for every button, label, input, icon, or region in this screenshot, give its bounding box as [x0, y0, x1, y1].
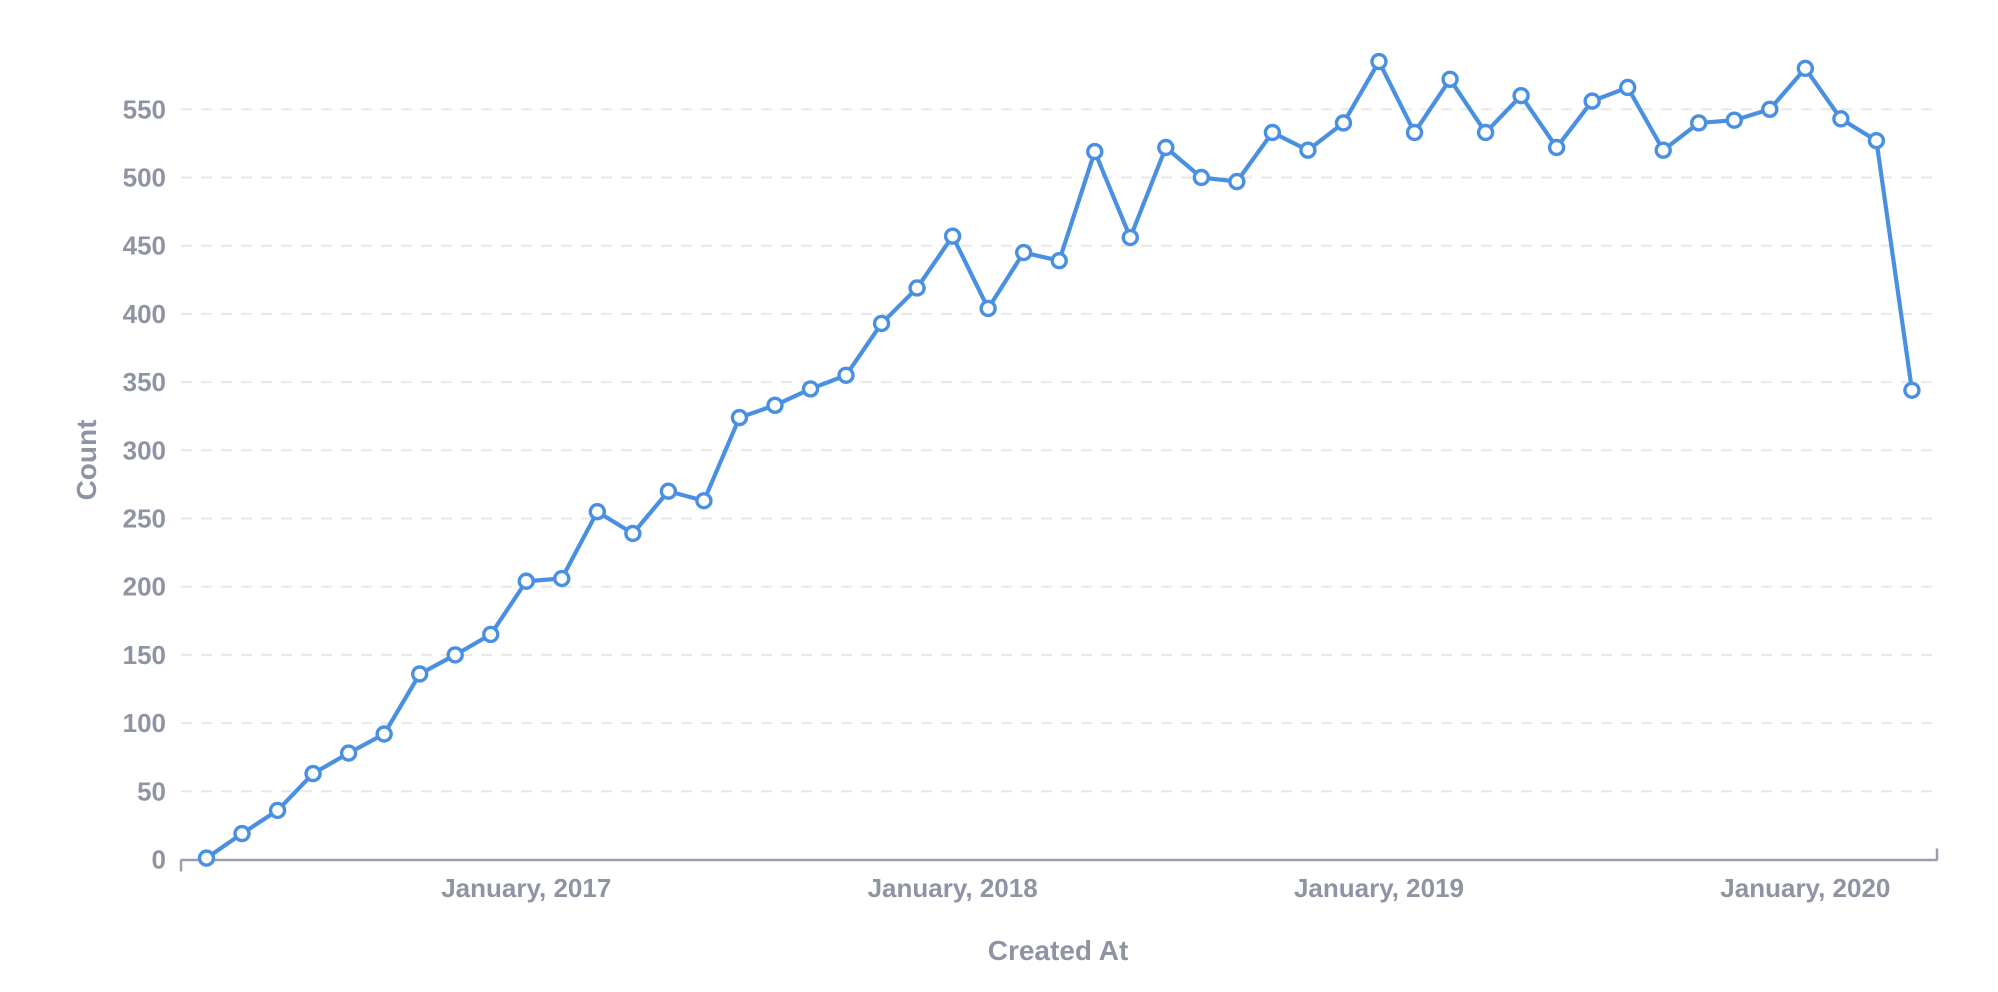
x-tick-label: January, 2018 [868, 873, 1038, 903]
data-point[interactable] [1157, 138, 1175, 157]
data-point[interactable] [801, 380, 820, 398]
data-point[interactable] [1014, 243, 1033, 262]
data-point[interactable] [943, 227, 962, 245]
data-point[interactable] [588, 502, 607, 521]
y-tick-label: 150 [123, 640, 166, 670]
y-tick-label: 0 [152, 845, 166, 875]
x-tick-label: January, 2017 [441, 873, 611, 903]
y-axis-title: Count [71, 419, 102, 501]
data-point[interactable] [517, 572, 535, 590]
data-point[interactable] [1725, 111, 1743, 129]
data-point[interactable] [1654, 141, 1672, 159]
data-point[interactable] [1583, 92, 1601, 110]
data-point[interactable] [1405, 123, 1424, 142]
data-point[interactable] [1121, 228, 1139, 247]
data-point[interactable] [410, 665, 429, 683]
data-point[interactable] [553, 569, 571, 588]
data-point[interactable] [1832, 110, 1850, 128]
data-point[interactable] [1050, 252, 1068, 270]
data-point[interactable] [837, 366, 855, 384]
y-tick-label: 350 [123, 367, 166, 397]
data-point[interactable] [1334, 114, 1353, 132]
y-tick-label: 400 [123, 299, 166, 329]
data-point[interactable] [268, 801, 287, 820]
data-point[interactable] [446, 646, 464, 664]
y-tick-label: 250 [123, 504, 166, 534]
data-point[interactable] [695, 492, 713, 510]
data-point[interactable] [1086, 142, 1104, 161]
data-point[interactable] [1512, 86, 1530, 105]
y-tick-label: 50 [137, 776, 166, 806]
data-point[interactable] [1547, 138, 1566, 157]
data-point[interactable] [1761, 100, 1779, 119]
labels-layer: 0 50 100 150 200 250 300 350 400 450 500 550 January… [123, 94, 1891, 903]
data-point[interactable] [1263, 123, 1282, 142]
data-point[interactable] [1796, 59, 1815, 78]
y-tick-label: 300 [123, 435, 166, 465]
data-point[interactable] [730, 408, 749, 427]
x-tick-label: January, 2020 [1720, 873, 1890, 903]
series-line[interactable] [204, 59, 1915, 861]
x-tick-label: January, 2019 [1294, 873, 1464, 903]
gridlines-layer [181, 108, 1937, 793]
y-tick-label: 450 [123, 231, 166, 261]
y-tick-label: 500 [123, 163, 166, 193]
data-point[interactable] [872, 314, 891, 333]
data-point[interactable] [1192, 168, 1211, 187]
data-point[interactable] [979, 299, 997, 318]
x-axis-title: Created At [987, 935, 1129, 966]
data-point[interactable] [624, 524, 642, 543]
data-point[interactable] [304, 764, 322, 783]
data-point[interactable] [659, 482, 678, 500]
data-point[interactable] [482, 625, 500, 644]
data-point[interactable] [1441, 70, 1459, 88]
series-layer [197, 52, 1921, 867]
data-point[interactable] [766, 396, 784, 414]
data-point[interactable] [375, 725, 393, 743]
data-point[interactable] [1618, 78, 1637, 97]
data-point[interactable] [1690, 114, 1708, 132]
data-point[interactable] [197, 849, 216, 867]
axes-layer [179, 848, 1939, 872]
data-point[interactable] [339, 744, 358, 762]
data-point[interactable] [233, 824, 251, 843]
data-point[interactable] [1299, 141, 1317, 159]
data-point[interactable] [1903, 381, 1921, 399]
data-point[interactable] [1370, 52, 1388, 71]
y-tick-label: 550 [123, 94, 166, 124]
data-point[interactable] [908, 279, 926, 297]
data-point[interactable] [1867, 131, 1886, 150]
data-point[interactable] [1476, 123, 1495, 142]
y-tick-label: 200 [123, 572, 166, 602]
data-point[interactable] [1228, 172, 1246, 191]
y-tick-label: 100 [123, 708, 166, 738]
